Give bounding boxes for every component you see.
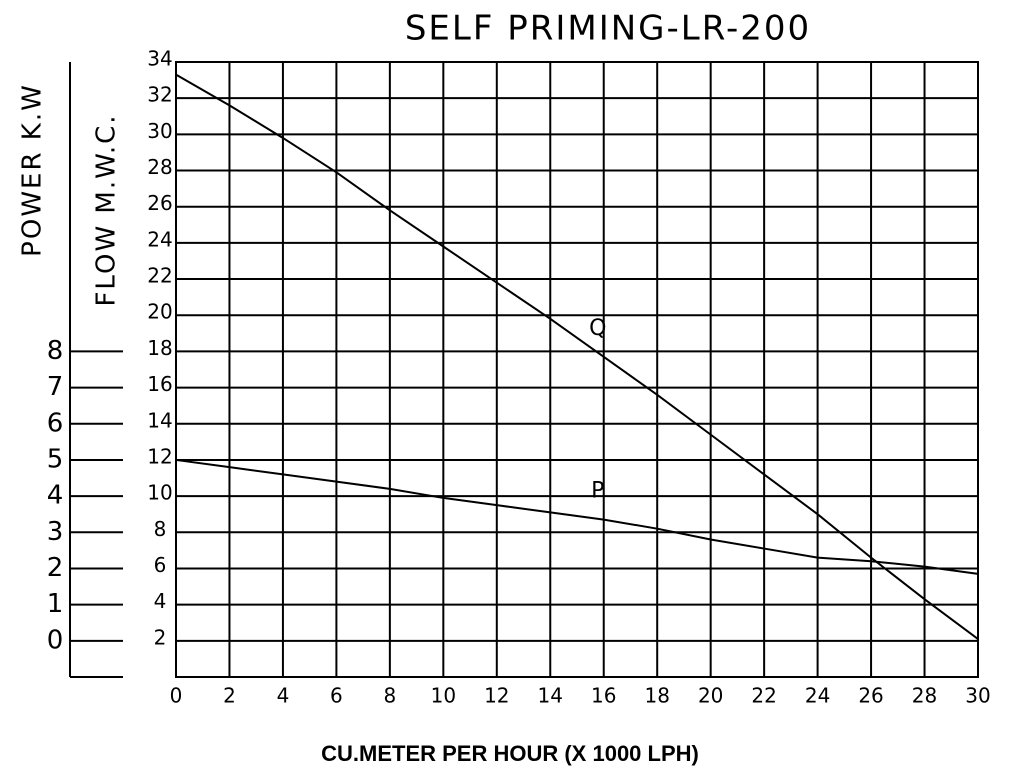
x-tick-label: 24 (805, 684, 830, 708)
x-tick-label: 10 (431, 684, 456, 708)
y-tick-label: 26 (147, 191, 172, 215)
x-tick-label: 18 (644, 684, 669, 708)
series-label: P (591, 479, 604, 504)
y-tick-label: 2 (154, 625, 167, 649)
y2-tick-label: 8 (47, 336, 64, 366)
y-tick-label: 34 (147, 47, 172, 71)
x-tick-label: 0 (170, 684, 183, 708)
y-tick-label: 10 (147, 481, 172, 505)
plot-frame (175, 61, 979, 678)
y-tick-label: 32 (147, 83, 172, 107)
y2-tick-label: 3 (47, 517, 64, 547)
y-tick-label: 6 (154, 553, 167, 577)
y-axis-title: FLOW M.W.C. (92, 113, 122, 306)
y-tick-label: 28 (147, 155, 172, 179)
y-tick-label: 22 (147, 264, 172, 288)
y-tick-label: 30 (147, 119, 172, 143)
x-tick-label: 14 (538, 684, 563, 708)
chart-title: SELF PRIMING-LR-200 (405, 9, 811, 49)
y2-tick-label: 1 (47, 589, 64, 619)
x-tick-label: 30 (965, 684, 990, 708)
x-tick-label: 12 (484, 684, 509, 708)
x-tick-label: 8 (383, 684, 396, 708)
y2-tick-label: 0 (47, 625, 64, 655)
x-tick-label: 2 (223, 684, 236, 708)
x-tick-label: 16 (591, 684, 616, 708)
y-tick-label: 14 (147, 408, 172, 432)
y-tick-label: 8 (154, 517, 167, 541)
y2-tick-label: 7 (47, 372, 64, 402)
y2-tick-label: 2 (47, 553, 64, 583)
x-tick-label: 22 (751, 684, 776, 708)
series-line (175, 73, 979, 640)
y-tick-label: 12 (147, 444, 172, 468)
y-tick-label: 24 (147, 227, 172, 251)
series-line (175, 458, 979, 575)
y2-tick-label: 4 (47, 481, 64, 511)
series-label: Q (589, 316, 606, 341)
x-tick-label: 28 (912, 684, 937, 708)
x-tick-label: 6 (330, 684, 343, 708)
x-tick-label: 26 (858, 684, 883, 708)
x-tick-label: 4 (277, 684, 290, 708)
y-tick-label: 4 (154, 589, 167, 613)
y2-tick-label: 6 (47, 408, 64, 438)
y-tick-label: 16 (147, 372, 172, 396)
y-tick-label: 20 (147, 300, 172, 324)
y2-tick-label: 5 (47, 444, 64, 474)
y-tick-label: 18 (147, 336, 172, 360)
y2-axis-title: POWER K.W (18, 83, 48, 257)
x-axis-title: CU.METER PER HOUR (X 1000 LPH) (321, 741, 699, 766)
x-tick-label: 20 (698, 684, 723, 708)
